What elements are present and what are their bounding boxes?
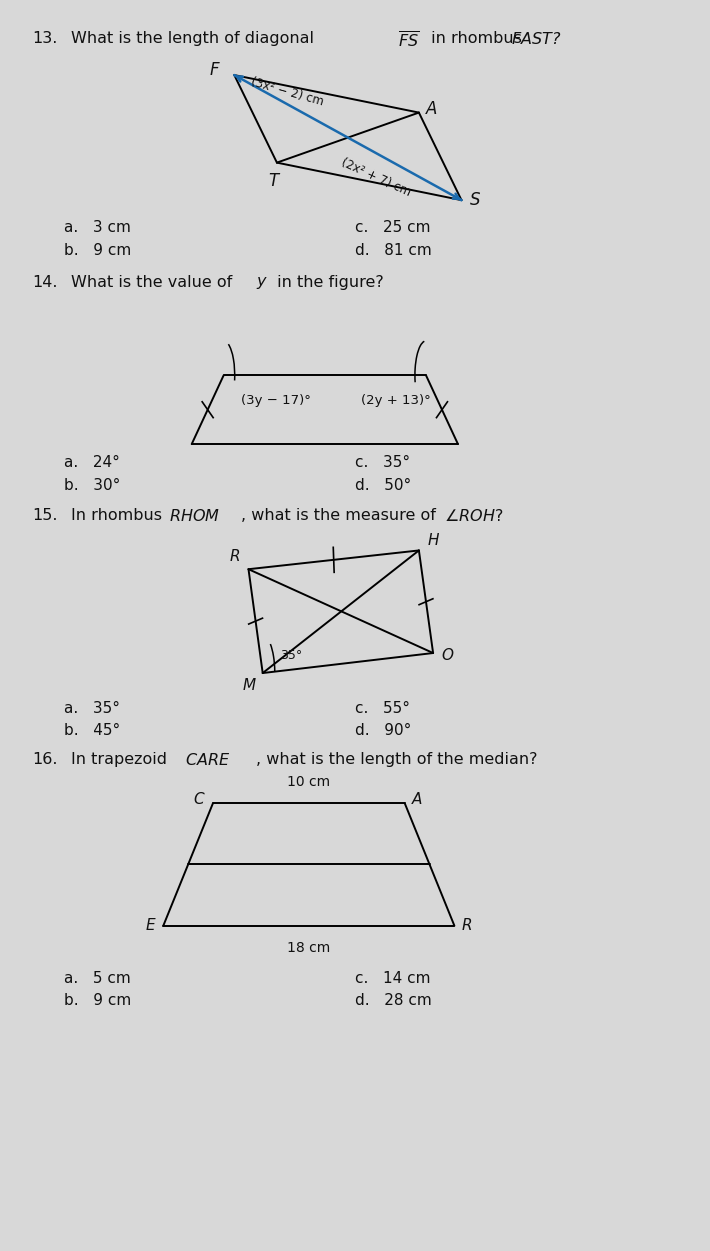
Text: in rhombus: in rhombus	[426, 31, 527, 46]
Text: b.   9 cm: b. 9 cm	[64, 243, 131, 258]
Text: 35°: 35°	[280, 649, 302, 662]
Text: What is the value of: What is the value of	[71, 275, 237, 290]
Text: C: C	[194, 792, 204, 807]
Text: What is the length of diagonal: What is the length of diagonal	[71, 31, 319, 46]
Text: c.   14 cm: c. 14 cm	[355, 971, 430, 986]
Text: a.   5 cm: a. 5 cm	[64, 971, 131, 986]
Text: T: T	[268, 173, 278, 190]
Text: , what is the length of the median?: , what is the length of the median?	[256, 752, 537, 767]
Text: , what is the measure of: , what is the measure of	[241, 508, 442, 523]
Text: (3x² − 2) cm: (3x² − 2) cm	[250, 76, 325, 109]
Text: $CARE$: $CARE$	[185, 752, 230, 768]
Text: b.   9 cm: b. 9 cm	[64, 993, 131, 1008]
Text: $RHOM$: $RHOM$	[169, 508, 220, 524]
Text: 14.: 14.	[32, 275, 58, 290]
Text: M: M	[243, 678, 256, 693]
Text: $FAST$?: $FAST$?	[511, 31, 562, 48]
Text: F: F	[209, 61, 219, 79]
Text: b.   45°: b. 45°	[64, 723, 120, 738]
Text: E: E	[145, 918, 155, 933]
Text: H: H	[427, 533, 439, 548]
Text: $\overline{FS}$: $\overline{FS}$	[398, 31, 419, 51]
Text: 15.: 15.	[32, 508, 58, 523]
Text: 18 cm: 18 cm	[288, 941, 330, 956]
Text: d.   50°: d. 50°	[355, 478, 411, 493]
Text: 13.: 13.	[32, 31, 58, 46]
Text: R: R	[229, 549, 240, 564]
Text: a.   35°: a. 35°	[64, 701, 120, 716]
Text: c.   55°: c. 55°	[355, 701, 410, 716]
Text: (2y + 13)°: (2y + 13)°	[361, 394, 430, 407]
Text: in the figure?: in the figure?	[272, 275, 383, 290]
Text: (2x² + 7) cm: (2x² + 7) cm	[339, 156, 413, 199]
Text: d.   81 cm: d. 81 cm	[355, 243, 432, 258]
Text: $\angle ROH$?: $\angle ROH$?	[444, 508, 503, 524]
Text: A: A	[426, 100, 437, 118]
Text: c.   25 cm: c. 25 cm	[355, 220, 430, 235]
Text: S: S	[470, 191, 481, 209]
Text: R: R	[462, 918, 472, 933]
Text: a.   24°: a. 24°	[64, 455, 120, 470]
Text: A: A	[412, 792, 422, 807]
Text: d.   90°: d. 90°	[355, 723, 411, 738]
Text: 16.: 16.	[32, 752, 58, 767]
Text: $y$: $y$	[256, 275, 268, 291]
Text: 10 cm: 10 cm	[288, 774, 330, 789]
Text: a.   3 cm: a. 3 cm	[64, 220, 131, 235]
Text: b.   30°: b. 30°	[64, 478, 120, 493]
Text: O: O	[442, 648, 454, 663]
Text: In trapezoid: In trapezoid	[71, 752, 172, 767]
Text: In rhombus: In rhombus	[71, 508, 167, 523]
Text: d.   28 cm: d. 28 cm	[355, 993, 432, 1008]
Text: (3y − 17)°: (3y − 17)°	[241, 394, 311, 407]
Text: c.   35°: c. 35°	[355, 455, 410, 470]
